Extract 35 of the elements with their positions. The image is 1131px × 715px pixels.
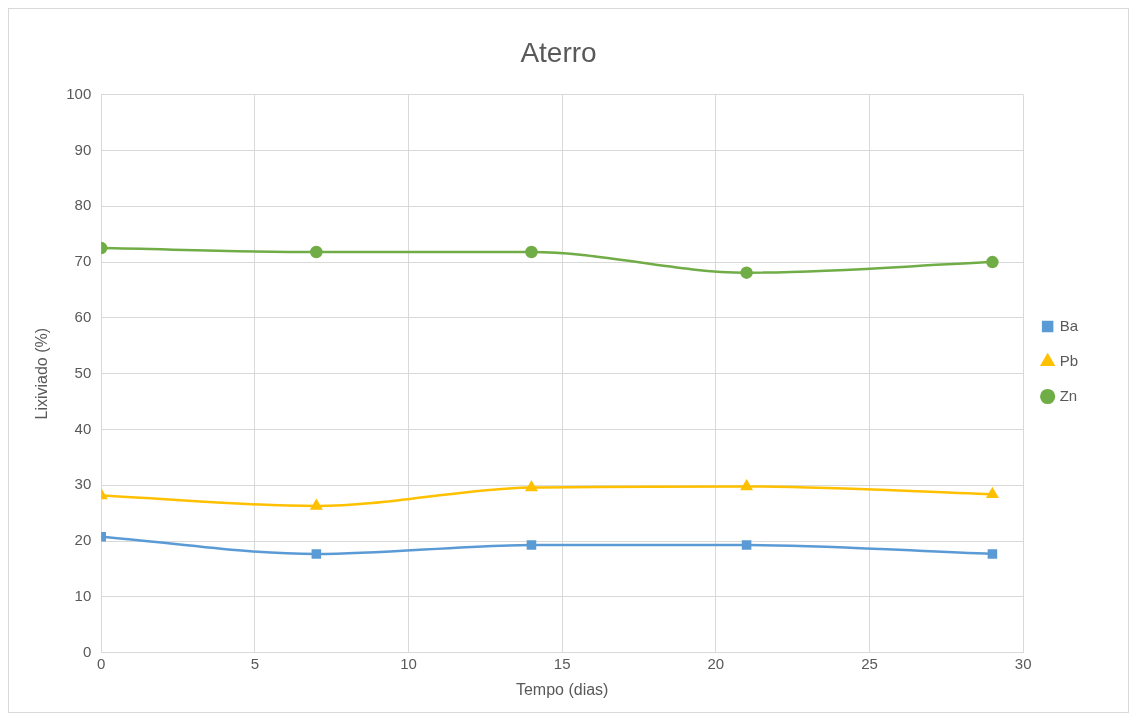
- point: [526, 540, 537, 550]
- point: [987, 549, 998, 559]
- x-axis-title: Tempo (dias): [515, 680, 609, 698]
- point: [311, 549, 322, 559]
- y-tick-label: 80: [74, 196, 92, 214]
- point: [741, 540, 752, 550]
- y-tick-label: 20: [74, 531, 92, 549]
- point: [310, 245, 323, 259]
- y-tick-label: 90: [74, 140, 92, 158]
- chart-title: Aterro: [520, 36, 597, 68]
- y-tick-label: 50: [74, 363, 92, 381]
- x-tick-label: 20: [707, 654, 725, 672]
- x-tick-label: 10: [400, 654, 417, 672]
- point: [525, 245, 538, 259]
- y-tick-label: 70: [74, 252, 92, 270]
- x-tick-label: 25: [861, 654, 878, 672]
- y-tick-label: 0: [82, 642, 92, 660]
- y-tick-label: 30: [74, 475, 92, 493]
- legend-label: Pb: [1059, 351, 1079, 369]
- point: [986, 255, 999, 269]
- y-tick-label: 60: [74, 308, 92, 326]
- y-tick-label: 40: [74, 419, 92, 437]
- y-axis-title: Lixiviado (%): [33, 327, 51, 420]
- x-tick-label: 0: [97, 654, 106, 672]
- legend-label: Ba: [1059, 316, 1079, 334]
- legend-label: Zn: [1059, 386, 1078, 404]
- y-tick-label: 100: [66, 84, 92, 102]
- x-tick-label: 30: [1014, 654, 1032, 672]
- x-tick-label: 15: [553, 654, 571, 672]
- point: [740, 266, 753, 279]
- x-tick-label: 5: [250, 654, 260, 672]
- y-tick-label: 10: [74, 587, 92, 605]
- point: [741, 480, 753, 491]
- point: [525, 481, 538, 492]
- point: [310, 499, 322, 510]
